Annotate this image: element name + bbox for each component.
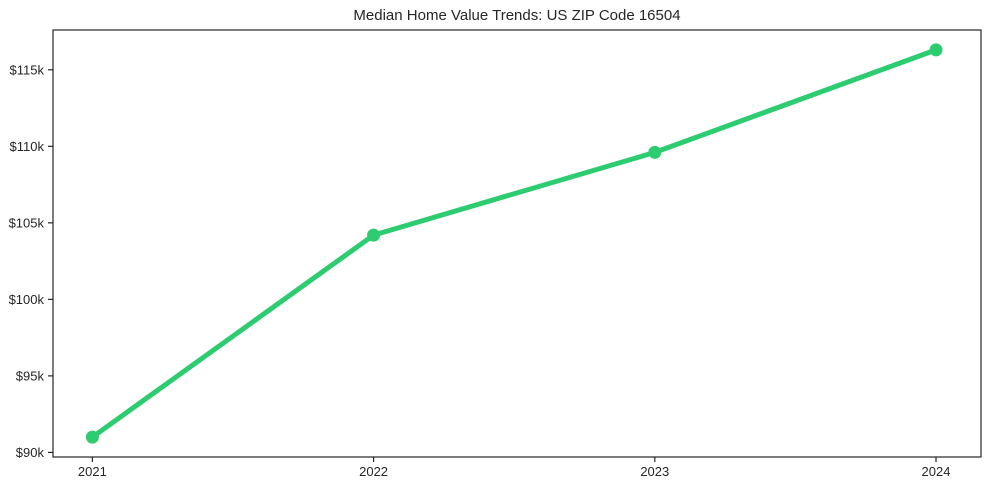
x-tick-label: 2021 — [78, 464, 107, 479]
data-point-marker — [648, 145, 662, 159]
y-tick-label: $115k — [10, 62, 45, 77]
chart-title: Median Home Value Trends: US ZIP Code 16… — [353, 7, 680, 24]
y-tick-label: $105k — [9, 215, 45, 230]
x-tick-label: 2023 — [640, 464, 669, 479]
y-axis: $90k $95k $100k $105k $110k $115k — [9, 62, 53, 460]
data-point-marker — [367, 228, 381, 242]
x-axis: 2021 2022 2023 2024 — [78, 457, 951, 479]
data-point-marker — [929, 43, 943, 57]
y-tick-label: $100k — [9, 292, 45, 307]
data-series — [85, 43, 943, 444]
plot-area-border — [52, 29, 982, 458]
data-point-marker — [85, 430, 99, 444]
x-tick-label: 2022 — [359, 464, 388, 479]
x-tick-label: 2024 — [922, 464, 951, 479]
y-tick-label: $95k — [16, 368, 45, 383]
trend-line — [89, 47, 939, 440]
y-tick-label: $110k — [10, 139, 45, 154]
y-tick-label: $90k — [16, 445, 45, 460]
